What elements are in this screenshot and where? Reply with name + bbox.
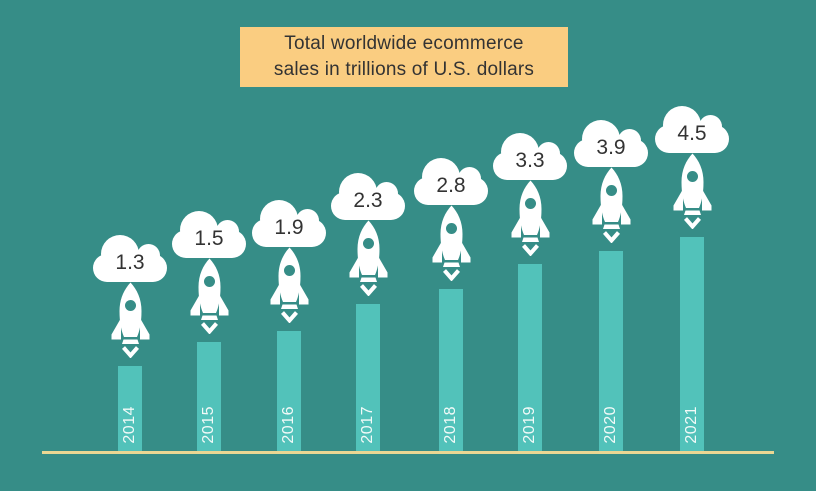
rocket-icon bbox=[592, 167, 630, 243]
value-label: 2.3 bbox=[353, 188, 383, 212]
rocket-icon bbox=[190, 258, 228, 334]
value-label: 2.8 bbox=[436, 173, 466, 197]
cloud-base bbox=[414, 177, 488, 205]
value-label: 3.3 bbox=[515, 148, 545, 172]
title-box: Total worldwide ecommerce sales in trill… bbox=[240, 27, 568, 87]
bar-group: 4.5 2021 bbox=[652, 106, 732, 451]
cloud-base bbox=[252, 219, 326, 247]
bar-group: 2.8 2018 bbox=[411, 158, 491, 451]
bar-group: 1.3 2014 bbox=[90, 235, 170, 451]
bar: 2016 bbox=[277, 331, 301, 451]
year-label: 2020 bbox=[602, 406, 619, 444]
cloud-base bbox=[574, 139, 648, 167]
value-label: 3.9 bbox=[596, 135, 626, 159]
bar: 2014 bbox=[118, 366, 142, 451]
cloud-badge-icon: 2.3 bbox=[331, 173, 405, 220]
cloud-base bbox=[655, 125, 729, 153]
value-label: 1.5 bbox=[194, 226, 224, 250]
year-label: 2019 bbox=[521, 406, 538, 444]
bar: 2015 bbox=[197, 342, 221, 451]
rocket-icon bbox=[349, 220, 387, 296]
cloud-base bbox=[93, 254, 167, 282]
cloud-base bbox=[493, 152, 567, 180]
rocket-icon bbox=[511, 180, 549, 256]
cloud-badge-icon: 1.3 bbox=[93, 235, 167, 282]
bar-group: 3.9 2020 bbox=[571, 120, 651, 451]
bar: 2018 bbox=[439, 289, 463, 451]
value-label: 1.3 bbox=[115, 250, 145, 274]
cloud-badge-icon: 3.9 bbox=[574, 120, 648, 167]
cloud-base bbox=[172, 230, 246, 258]
year-label: 2016 bbox=[280, 406, 297, 444]
cloud-badge-icon: 3.3 bbox=[493, 133, 567, 180]
cloud-badge-icon: 4.5 bbox=[655, 106, 729, 153]
rocket-icon bbox=[432, 205, 470, 281]
bar-group: 2.3 2017 bbox=[328, 173, 408, 451]
bar-group: 1.9 2016 bbox=[249, 200, 329, 451]
year-label: 2021 bbox=[683, 406, 700, 444]
value-label: 1.9 bbox=[274, 215, 304, 239]
bar: 2017 bbox=[356, 304, 380, 451]
bar: 2021 bbox=[680, 237, 704, 451]
bar-group: 3.3 2019 bbox=[490, 133, 570, 451]
rocket-icon bbox=[270, 247, 308, 323]
value-label: 4.5 bbox=[677, 121, 707, 145]
bar-group: 1.5 2015 bbox=[169, 211, 249, 451]
bar: 2020 bbox=[599, 251, 623, 451]
x-axis-line bbox=[42, 451, 774, 454]
cloud-base bbox=[331, 192, 405, 220]
year-label: 2017 bbox=[359, 406, 376, 444]
cloud-badge-icon: 2.8 bbox=[414, 158, 488, 205]
bar: 2019 bbox=[518, 264, 542, 451]
chart-title-line-1: Total worldwide ecommerce bbox=[284, 33, 524, 54]
year-label: 2014 bbox=[121, 406, 138, 444]
chart-title-line-2: sales in trillions of U.S. dollars bbox=[273, 59, 535, 80]
cloud-badge-icon: 1.9 bbox=[252, 200, 326, 247]
year-label: 2018 bbox=[442, 406, 459, 444]
rocket-icon bbox=[673, 153, 711, 229]
year-label: 2015 bbox=[200, 406, 217, 444]
rocket-icon bbox=[111, 282, 149, 358]
cloud-badge-icon: 1.5 bbox=[172, 211, 246, 258]
